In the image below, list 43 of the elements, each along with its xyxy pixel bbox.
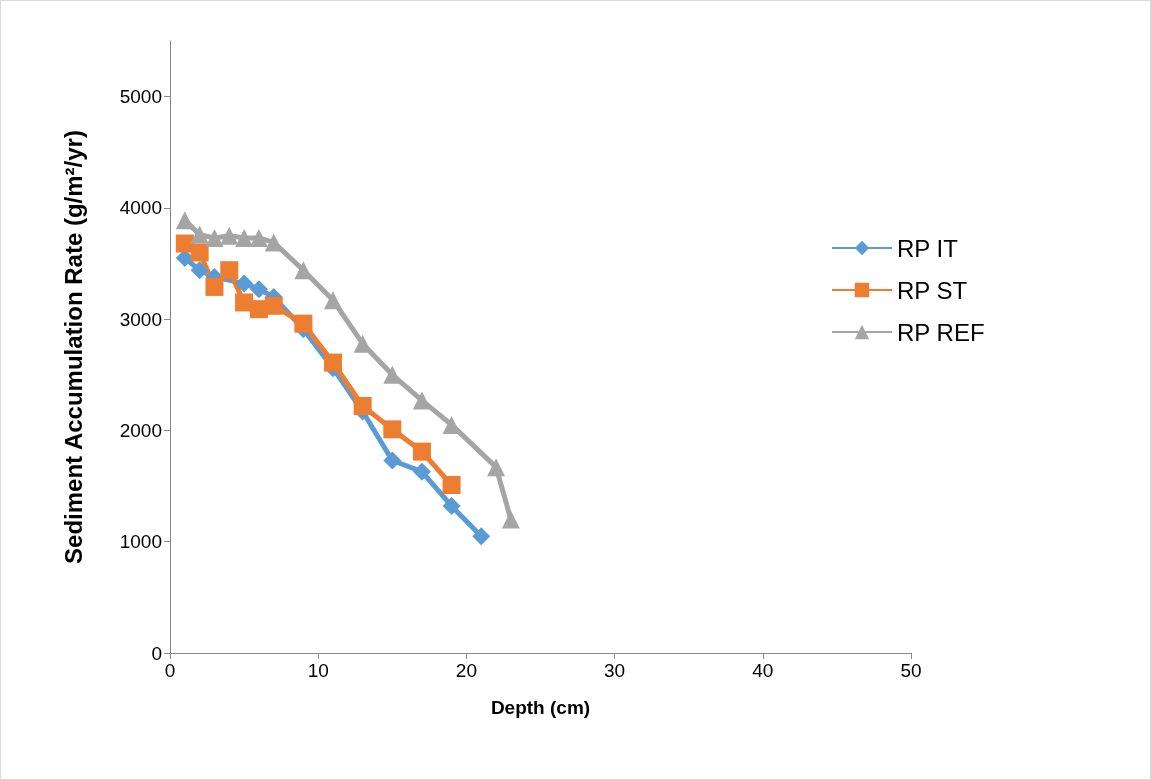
- x-tick-label: 10: [307, 660, 329, 681]
- legend-label: RP IT: [896, 234, 959, 262]
- point: [472, 527, 491, 546]
- point: [190, 225, 209, 244]
- point: [249, 228, 268, 247]
- point: [190, 261, 209, 280]
- point: [294, 314, 313, 333]
- y-axis-title: Sediment Accumulation Rate (g/m²/yr): [59, 130, 87, 564]
- x-tick-label: 40: [752, 660, 774, 681]
- point: [383, 451, 402, 470]
- point: [442, 497, 461, 516]
- point: [412, 442, 431, 461]
- y-tick-label: 0: [151, 642, 162, 664]
- point: [487, 458, 506, 477]
- x-tick-label: 0: [164, 660, 176, 681]
- point: [353, 396, 372, 415]
- point: [442, 475, 461, 494]
- point: [412, 391, 431, 410]
- point: [383, 420, 402, 439]
- point: [235, 274, 254, 293]
- y-tick-label: 3000: [119, 308, 162, 330]
- y-tick-label: 5000: [119, 86, 162, 108]
- y-tick-label: 4000: [119, 197, 162, 219]
- x-tick-label: 50: [900, 660, 922, 681]
- x-tick-label: 20: [455, 660, 477, 681]
- y-tick-label: 2000: [119, 419, 162, 441]
- point: [220, 261, 239, 280]
- point: [205, 228, 224, 247]
- point: [190, 243, 209, 262]
- point: [324, 353, 343, 372]
- point: [412, 462, 431, 481]
- point: [205, 277, 224, 296]
- point: [264, 296, 283, 315]
- point: [324, 291, 343, 310]
- legend-label: RP REF: [896, 318, 985, 346]
- point: [235, 228, 254, 247]
- x-axis-title: Depth (cm): [490, 697, 591, 718]
- y-tick-label: 1000: [119, 531, 162, 553]
- point: [501, 510, 520, 529]
- point: [220, 226, 239, 245]
- x-tick-label: 30: [604, 660, 626, 681]
- point: [249, 280, 268, 299]
- legend-label: RP ST: [896, 276, 968, 304]
